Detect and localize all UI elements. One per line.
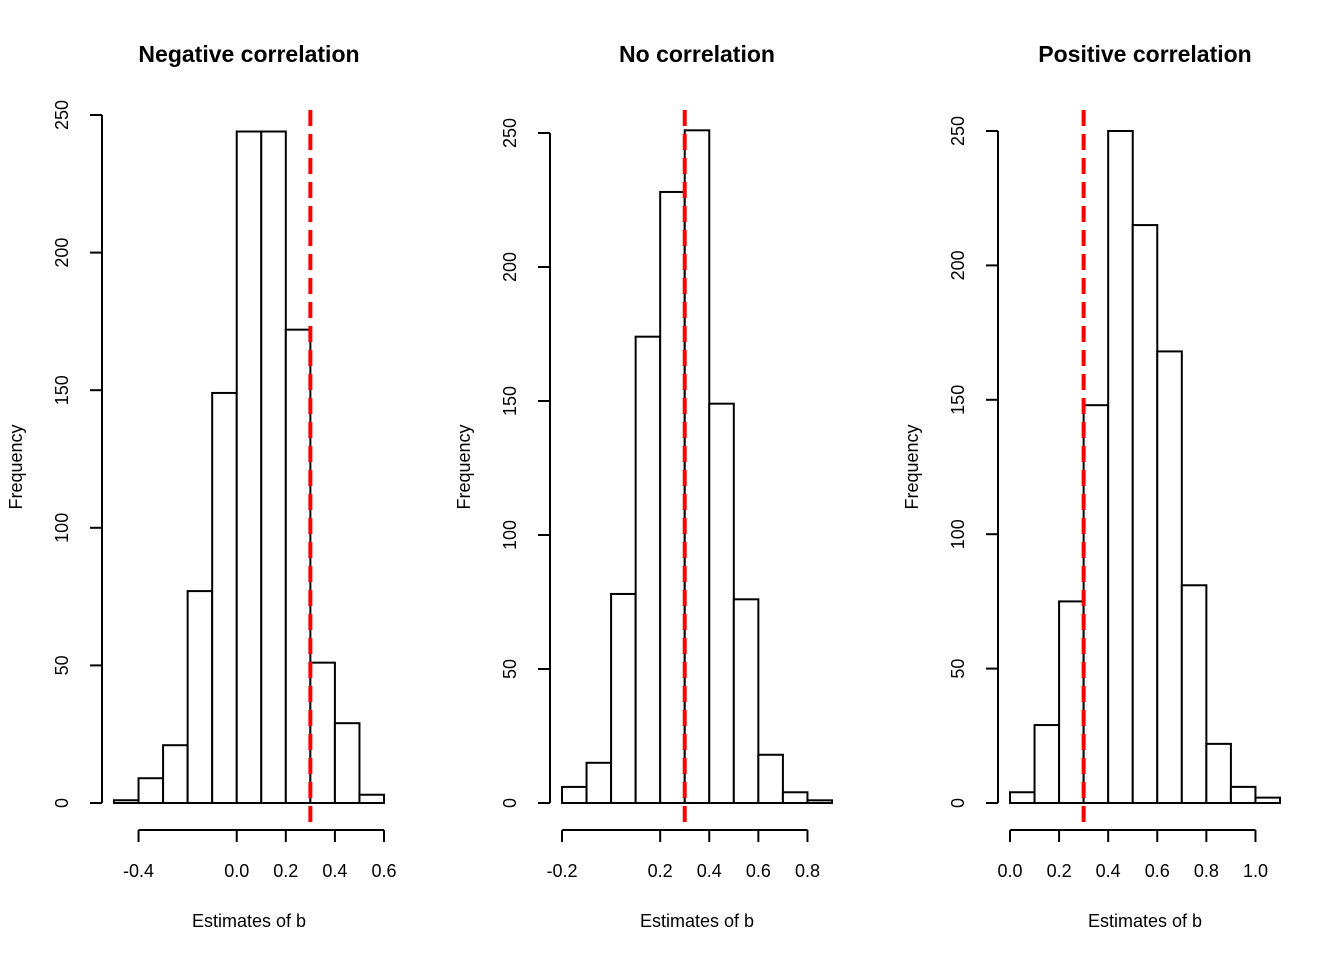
histogram-bar [113, 799, 140, 804]
histogram-bar [781, 791, 809, 805]
panel-positive-correlation: Positive correlation Estimates of b Freq… [902, 41, 1282, 931]
x-tick-label: 0.0 [997, 861, 1022, 881]
histogram-bar [1033, 724, 1061, 804]
y-tick-label: 50 [948, 659, 968, 679]
histogram-bar [1254, 796, 1282, 805]
x-axis-label: Estimates of b [1088, 911, 1202, 931]
x-tick-label: 0.6 [371, 861, 396, 881]
x-tick-label: 0.4 [697, 861, 722, 881]
panel-negative-correlation: Negative correlation Estimates of b Freq… [6, 41, 397, 931]
y-tick-label: 200 [52, 238, 72, 268]
histogram-bar [732, 598, 760, 804]
x-tick-label: 0.8 [795, 861, 820, 881]
y-tick-label: 250 [52, 100, 72, 130]
histogram-bar [757, 753, 784, 805]
histogram-bar [358, 793, 386, 805]
x-axis-label: Estimates of b [640, 911, 754, 931]
x-tick-label: -0.4 [123, 861, 154, 881]
histogram-bar [333, 722, 361, 805]
x-tick-label: 1.0 [1243, 861, 1268, 881]
histogram-bar [634, 335, 662, 804]
y-tick-label: 150 [948, 385, 968, 415]
histogram-bar [1082, 404, 1110, 804]
histogram-bar [284, 328, 312, 804]
x-tick-label: 0.4 [322, 861, 347, 881]
histogram-bar [260, 130, 287, 804]
y-tick-label: 100 [948, 519, 968, 549]
y-tick-label: 0 [52, 798, 72, 808]
y-axis-label: Frequency [454, 424, 474, 509]
x-tick-label: 0.8 [1194, 861, 1219, 881]
x-axis-label: Estimates of b [192, 911, 306, 931]
histogram-bar [561, 785, 588, 804]
histogram-bar [806, 799, 833, 805]
histogram-bar [683, 129, 711, 804]
histogram-bar [585, 761, 613, 804]
histogram-bar [211, 391, 238, 804]
histogram-bar [610, 592, 637, 805]
y-tick-label: 200 [500, 252, 520, 282]
panel-title: Positive correlation [1038, 41, 1251, 67]
x-tick-label: 0.2 [648, 861, 673, 881]
y-axis-label: Frequency [6, 424, 26, 509]
x-tick-label: 0.2 [273, 861, 298, 881]
histogram-bar [162, 744, 189, 805]
histogram-bar [1009, 791, 1036, 804]
histogram-bar [137, 777, 165, 804]
histogram-bar [309, 661, 336, 805]
histogram-bar [1229, 785, 1257, 805]
x-tick-label: 0.4 [1096, 861, 1121, 881]
x-tick-label: 0.6 [746, 861, 771, 881]
y-tick-label: 0 [500, 798, 520, 808]
x-tick-label: 0.2 [1047, 861, 1072, 881]
y-tick-label: 100 [52, 513, 72, 543]
y-tick-label: 150 [500, 386, 520, 416]
y-tick-label: 0 [948, 798, 968, 808]
y-axis-label: Frequency [902, 424, 922, 509]
histogram-bar [708, 402, 735, 804]
y-tick-label: 200 [948, 250, 968, 280]
panel-no-correlation: No correlation Estimates of b Frequency … [454, 41, 833, 931]
y-tick-label: 50 [52, 655, 72, 675]
y-tick-label: 250 [948, 116, 968, 146]
histogram-bar [1205, 742, 1232, 805]
histogram-bar [186, 590, 214, 805]
histogram-bar [1058, 600, 1085, 805]
histogram-bar [235, 130, 263, 804]
x-tick-label: -0.2 [546, 861, 577, 881]
histogram-bar [1156, 350, 1183, 804]
y-tick-label: 50 [500, 659, 520, 679]
x-tick-label: 0.6 [1145, 861, 1170, 881]
y-tick-label: 250 [500, 118, 520, 148]
histogram-bar [1180, 584, 1208, 804]
panel-title: No correlation [619, 41, 775, 67]
x-tick-label: 0.0 [224, 861, 249, 881]
y-tick-label: 150 [52, 375, 72, 405]
histogram-bar [1131, 224, 1159, 804]
histogram-bar [1107, 130, 1134, 804]
y-tick-label: 100 [500, 520, 520, 550]
histogram-bar [659, 190, 686, 804]
panel-title: Negative correlation [138, 41, 359, 67]
